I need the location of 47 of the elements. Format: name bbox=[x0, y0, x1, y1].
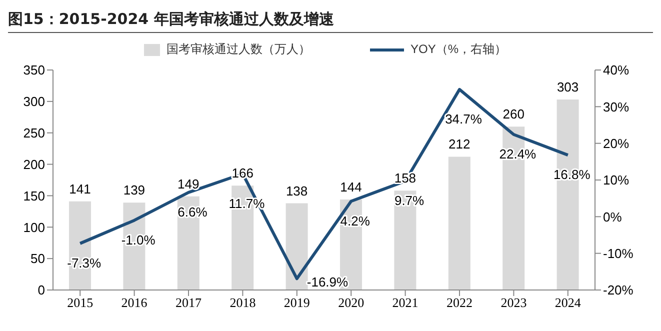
x-tick-label: 2019 bbox=[284, 295, 310, 310]
data-label: 149 bbox=[178, 176, 200, 192]
y-tick-label: 50 bbox=[30, 251, 45, 266]
y2-tick-label: 0% bbox=[603, 209, 622, 224]
y2-tick-label: 40% bbox=[603, 62, 630, 78]
data-label: 139 bbox=[123, 182, 146, 198]
x-tick-label: 2017 bbox=[176, 295, 202, 310]
data-label: -16.9% bbox=[306, 274, 349, 290]
data-label: 141 bbox=[69, 181, 91, 196]
x-tick-label: 2021 bbox=[392, 295, 418, 310]
y2-tick-label: -20% bbox=[603, 282, 634, 298]
x-tick-label: 2016 bbox=[121, 295, 148, 310]
y-tick-label: 200 bbox=[23, 156, 45, 172]
data-label: 260 bbox=[502, 106, 524, 122]
data-label: -1.0% bbox=[121, 232, 156, 248]
x-tick-label: 2018 bbox=[230, 295, 256, 310]
y-tick-label: 0 bbox=[38, 282, 45, 298]
data-label: -7.3% bbox=[67, 255, 102, 270]
data-label: 6.6% bbox=[178, 204, 208, 220]
data-label: 9.7% bbox=[394, 193, 425, 208]
y-tick-label: 100 bbox=[23, 220, 45, 235]
data-label: 34.7% bbox=[445, 111, 482, 126]
y-tick-label: 250 bbox=[23, 125, 45, 140]
data-label: 22.4% bbox=[499, 146, 537, 162]
y-tick-label: 350 bbox=[23, 62, 45, 78]
data-label: 4.2% bbox=[340, 213, 370, 228]
y2-tick-label: -10% bbox=[603, 246, 634, 261]
bar bbox=[286, 203, 308, 290]
x-tick-label: 2024 bbox=[554, 295, 582, 310]
x-tick-label: 2023 bbox=[500, 295, 527, 310]
y2-tick-label: 10% bbox=[603, 172, 630, 188]
data-label: 303 bbox=[556, 80, 579, 95]
y2-tick-label: 20% bbox=[603, 136, 630, 151]
y2-tick-label: 30% bbox=[603, 99, 630, 114]
x-tick-label: 2020 bbox=[338, 295, 364, 310]
data-label: 212 bbox=[448, 136, 470, 152]
data-label: 144 bbox=[340, 179, 362, 194]
data-label: 138 bbox=[286, 183, 308, 198]
legend-label: YOY（%，右轴） bbox=[410, 41, 506, 58]
y-tick-label: 150 bbox=[23, 188, 45, 204]
x-tick-label: 2015 bbox=[67, 295, 94, 310]
data-label: 16.8% bbox=[553, 167, 591, 182]
bar bbox=[448, 156, 470, 290]
y-tick-label: 300 bbox=[23, 94, 45, 110]
x-tick-label: 2022 bbox=[446, 295, 472, 310]
legend-label: 国考审核通过人数（万人） bbox=[166, 41, 310, 58]
chart-title: 图15：2015-2024 年国考审核通过人数及增速 bbox=[8, 8, 653, 33]
